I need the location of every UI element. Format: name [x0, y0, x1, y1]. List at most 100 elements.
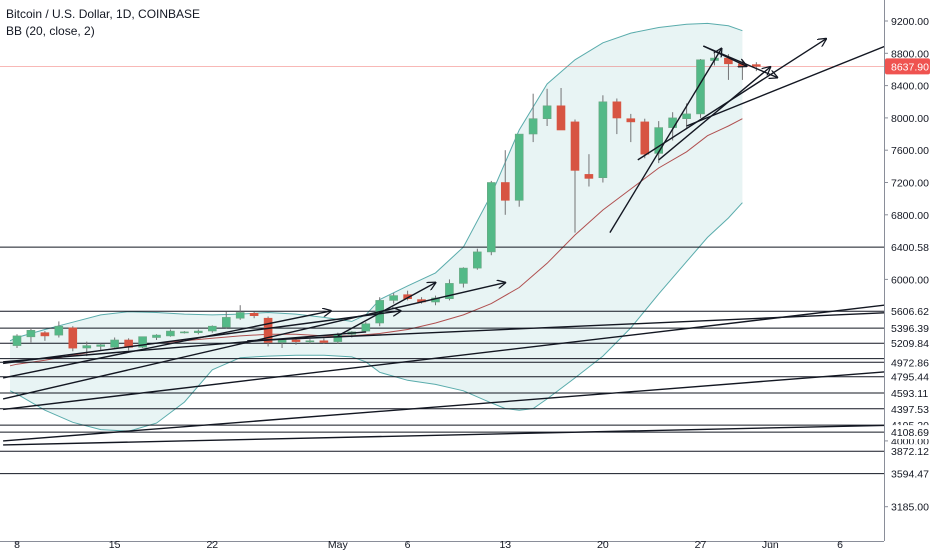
candle-body: [166, 330, 175, 337]
candle-body: [459, 267, 468, 284]
candle-body: [472, 251, 482, 269]
candle-body: [82, 345, 92, 349]
price-level-label: 4397.53: [891, 404, 929, 416]
bb-upper-line: [9, 22, 743, 342]
candle-body: [668, 117, 677, 128]
last-price-badge: [885, 58, 930, 75]
price-label-bg: [885, 425, 932, 440]
candle-body: [640, 121, 650, 155]
candle-body: [654, 127, 664, 154]
candle-body: [54, 325, 64, 336]
price-level-label: 4593.11: [891, 388, 928, 400]
trend-line: [3, 371, 884, 442]
candle-body: [110, 339, 119, 348]
trend-arrow: [247, 312, 884, 342]
candle-body: [263, 317, 273, 343]
candle-body: [445, 283, 454, 299]
candle-body: [40, 332, 50, 337]
trend-line: [3, 304, 884, 411]
y-tick-label: 9200.00: [891, 16, 929, 28]
y-tick-label: 8000.00: [891, 113, 929, 125]
candle-body: [249, 312, 259, 316]
price-label-bg: [885, 321, 932, 336]
x-tick-label: Jun: [762, 539, 779, 550]
candle-body: [152, 334, 161, 338]
candle-body: [208, 325, 217, 332]
time-axis-background: [0, 541, 932, 550]
x-tick-label: 6: [405, 539, 411, 550]
price-level-label: 4972.86: [891, 357, 929, 369]
candle-body: [528, 118, 538, 135]
candle-body: [96, 344, 105, 347]
candle-body: [277, 339, 287, 343]
y-tick-label: 3185.00: [891, 502, 929, 514]
candle-body: [403, 294, 412, 300]
price-label-bg: [885, 240, 932, 255]
candle-body: [305, 340, 315, 343]
price-level-label: 3594.47: [891, 469, 929, 481]
candle-body: [682, 113, 691, 120]
trend-lines: [2, 19, 884, 446]
candle-body: [751, 64, 761, 67]
candle-body: [222, 317, 231, 328]
candles: [12, 53, 761, 357]
candle-body: [486, 182, 496, 253]
price-level-label: 5606.62: [891, 306, 929, 318]
candle-body: [194, 330, 203, 334]
price-label-bg: [885, 444, 932, 459]
price-label-bg: [885, 386, 932, 400]
trend-arrow: [703, 45, 777, 78]
candle-body: [319, 340, 329, 343]
candle-body: [389, 295, 398, 301]
price-label-bg: [885, 401, 932, 416]
trend-line: [3, 331, 366, 363]
chart-title: Bitcoin / U.S. Dollar, 1D, COINBASE: [6, 7, 201, 21]
x-tick-label: May: [328, 539, 349, 550]
x-tick-label: 6: [837, 539, 843, 550]
candle-body: [514, 133, 524, 201]
candle-body: [138, 336, 147, 348]
candle-body: [291, 339, 301, 342]
price-label-bg: [885, 369, 932, 384]
chart-legend: Bitcoin / U.S. Dollar, 1D, COINBASE BB (…: [6, 6, 200, 40]
candle-body: [598, 101, 608, 179]
x-tick-label: 8: [14, 539, 20, 550]
y-tick-label: 7600.00: [891, 145, 929, 157]
candle-body: [361, 323, 371, 332]
candle-body: [235, 312, 245, 319]
trend-arrow: [609, 49, 722, 233]
price-label-bg: [885, 466, 932, 481]
candle-body: [26, 329, 36, 338]
candle-body: [570, 121, 580, 171]
last-price-label: 8637.90: [891, 61, 929, 73]
candle-body: [180, 331, 189, 334]
trend-line: [3, 424, 884, 446]
bollinger-bands: [9, 22, 743, 432]
x-tick-label: 22: [206, 539, 218, 550]
x-tick-label: 13: [499, 539, 511, 550]
candle-body: [626, 118, 636, 123]
candle-body: [696, 59, 705, 115]
price-level-label: 5209.84: [891, 338, 929, 350]
price-label-bg: [885, 336, 932, 351]
candle-body: [584, 174, 594, 179]
candle-body: [556, 105, 566, 131]
y-tick-label: 8800.00: [891, 48, 929, 60]
price-level-label: 6400.58: [891, 242, 929, 254]
trend-arrow: [658, 67, 771, 161]
y-tick-label: 8400.00: [891, 81, 929, 93]
candle-body: [500, 182, 510, 201]
price-axis-background: [884, 0, 932, 550]
price-level-label: 5396.39: [891, 323, 929, 335]
price-level-label: 4795.44: [891, 372, 929, 384]
y-tick-label: 6000.00: [891, 274, 929, 286]
trend-arrow: [3, 311, 401, 365]
candle-body: [68, 327, 78, 349]
candle-body: [542, 105, 552, 120]
trend-arrow: [337, 283, 436, 337]
candle-body: [612, 101, 622, 119]
x-tick-label: 20: [597, 539, 609, 550]
